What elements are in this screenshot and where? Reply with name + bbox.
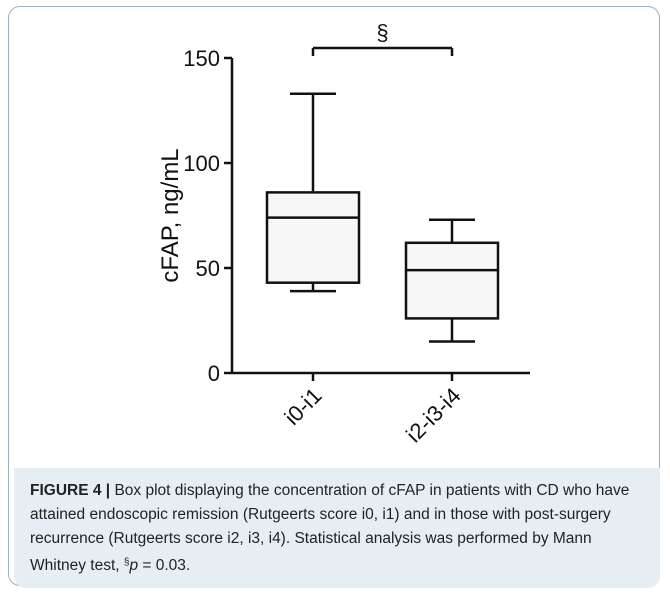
x-tick-label: i2-i3-i4 xyxy=(401,383,465,447)
box-i2-i3-i4 xyxy=(404,241,500,320)
y-tick-label: 150 xyxy=(183,46,220,71)
y-tick-label: 0 xyxy=(208,361,220,386)
x-tick-label: i0-i1 xyxy=(279,383,326,430)
caption-text: Box plot displaying the concentration of… xyxy=(30,482,630,574)
significance-symbol: § xyxy=(376,20,388,45)
y-tick-label: 100 xyxy=(183,151,220,176)
y-axis-title: cFAP, ng/mL xyxy=(157,148,184,282)
y-tick-label: 50 xyxy=(196,256,220,281)
caption-background xyxy=(14,468,660,588)
box-i0-i1 xyxy=(265,191,361,284)
box-plot: 0 50 100 150 cFAP, ng/mL i0-i1 i2-i3-i4 § xyxy=(157,20,530,447)
figure-caption: FIGURE 4 | Box plot displaying the conce… xyxy=(30,479,650,578)
caption-significance-symbol: § xyxy=(123,557,130,568)
caption-p-symbol: p xyxy=(129,557,139,574)
caption-p-value: = 0.03. xyxy=(138,557,191,574)
caption-figure-label: FIGURE 4 | xyxy=(30,482,111,499)
